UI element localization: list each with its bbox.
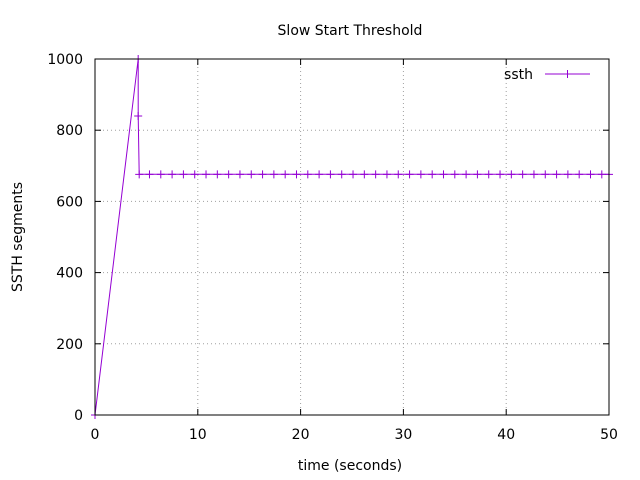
data-point: [135, 170, 144, 179]
data-point: [597, 170, 606, 179]
data-point: [382, 170, 391, 179]
plot-frame: [94, 58, 610, 416]
y-tick-label: 400: [56, 266, 83, 282]
data-point: [394, 170, 403, 179]
data-point: [496, 170, 505, 179]
legend-marker: [563, 70, 572, 78]
chart-title: Slow Start Threshold: [278, 23, 423, 39]
y-tick-label: 1000: [47, 52, 83, 68]
x-tick-label: 20: [292, 427, 310, 443]
data-point: [473, 170, 482, 179]
data-point: [269, 170, 278, 179]
data-point: [428, 170, 437, 179]
y-tick-label: 200: [56, 337, 83, 353]
data-point: [213, 170, 222, 179]
data-point: [168, 170, 177, 179]
data-point: [371, 170, 380, 179]
y-axis-label: SSTH segments: [10, 182, 26, 292]
x-tick-label: 40: [497, 427, 515, 443]
y-tick-label: 600: [56, 194, 83, 210]
x-tick-label: 10: [189, 427, 207, 443]
data-point: [326, 170, 335, 179]
data-point: [258, 170, 267, 179]
data-point: [586, 170, 595, 179]
data-point: [450, 170, 459, 179]
data-point: [190, 170, 199, 179]
data-point: [337, 170, 346, 179]
data-point: [507, 170, 516, 179]
data-point: [349, 170, 358, 179]
data-point: [292, 170, 301, 179]
data-point: [303, 170, 312, 179]
data-point: [134, 111, 143, 120]
x-tick-label: 50: [600, 427, 618, 443]
tick-marks: [94, 58, 610, 416]
x-axis-label: time (seconds): [298, 458, 402, 474]
data-point: [235, 170, 244, 179]
legend: ssth: [504, 67, 590, 83]
data-point: [281, 170, 290, 179]
series-line: [94, 58, 609, 416]
data-point: [156, 170, 165, 179]
data-point: [552, 170, 561, 179]
grid: [95, 59, 609, 415]
data-point: [360, 170, 369, 179]
data-point: [563, 170, 572, 179]
x-tick-label: 30: [394, 427, 412, 443]
data-point: [416, 170, 425, 179]
data-point: [529, 170, 538, 179]
data-point: [179, 170, 188, 179]
data-point: [439, 170, 448, 179]
data-point: [518, 170, 527, 179]
tick-labels: 0 10 20 30 40 50 0 200 400 600 800 1000: [47, 52, 618, 443]
y-tick-label: 0: [74, 408, 83, 424]
data-point: [247, 170, 256, 179]
data-point: [315, 170, 324, 179]
data-point: [484, 170, 493, 179]
series-layer: [91, 55, 613, 419]
data-point: [145, 170, 154, 179]
data-point: [405, 170, 414, 179]
data-point: [224, 170, 233, 179]
legend-label: ssth: [504, 67, 533, 83]
data-point: [575, 170, 584, 179]
data-point: [462, 170, 471, 179]
x-tick-label: 0: [91, 427, 100, 443]
data-point: [202, 170, 211, 179]
data-point: [541, 170, 550, 179]
y-tick-label: 800: [56, 123, 83, 139]
